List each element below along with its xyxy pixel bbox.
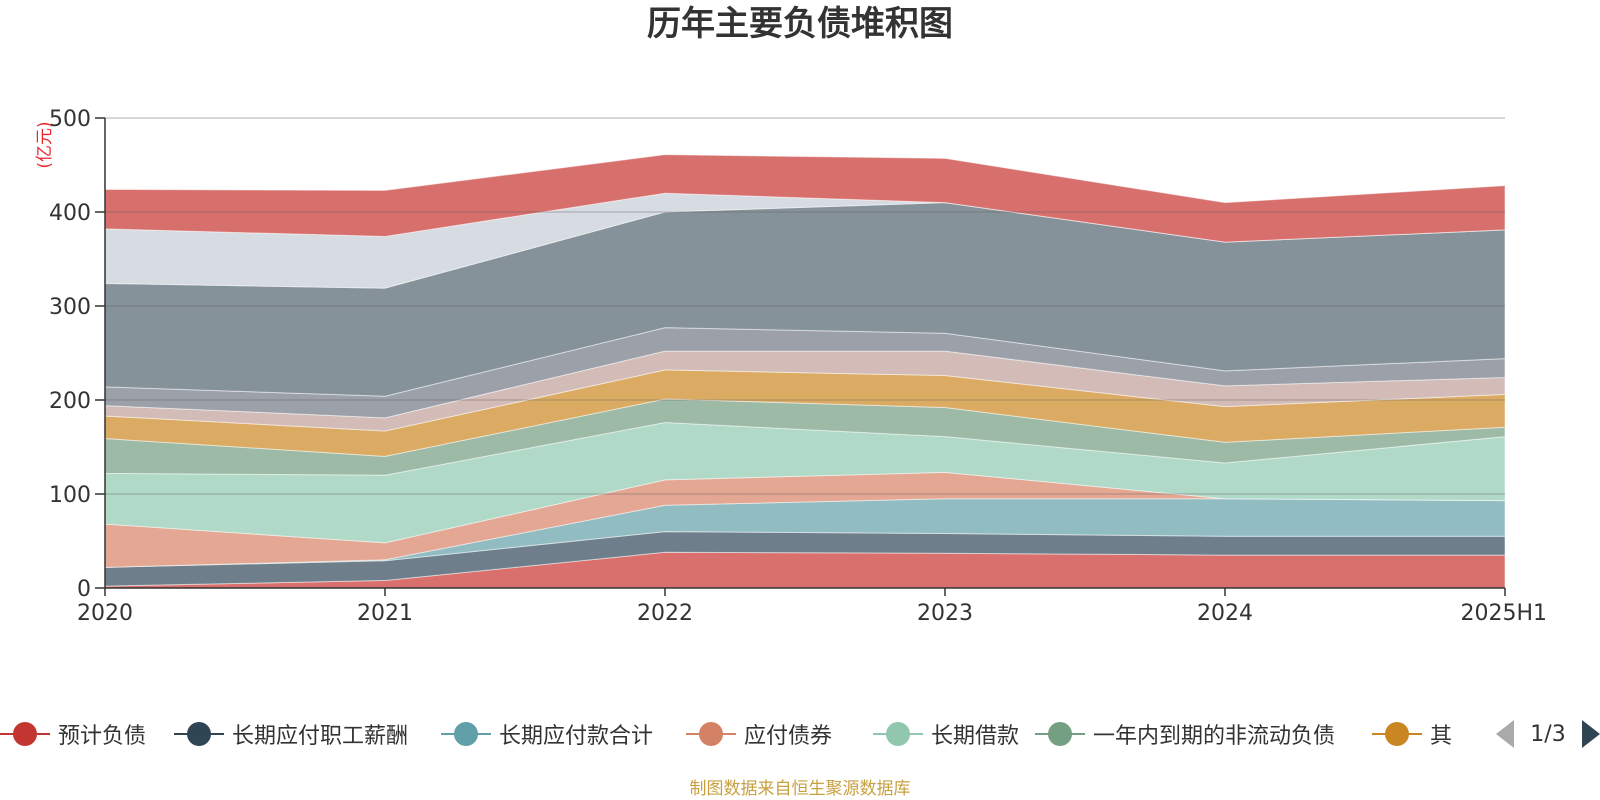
legend-label: 长期借款	[931, 724, 1020, 749]
x-tick-label: 2025H1	[1460, 601, 1547, 626]
legend: 预计负债 长期应付职工薪酬 长期应付款合计 应付债券 长期借款 一年内到期的非流动负债其 …	[0, 712, 1600, 756]
legend-item[interactable]: 长期应付款合计	[441, 712, 653, 756]
legend-next-page-icon[interactable]	[1582, 720, 1600, 748]
legend-item[interactable]: 应付债券	[686, 712, 832, 756]
y-tick-label: 200	[49, 389, 91, 414]
data-source-note: 制图数据来自恒生聚源数据库	[689, 779, 911, 799]
legend-marker-icon	[873, 722, 923, 746]
legend-marker-icon	[174, 722, 224, 746]
legend-pager: 1/3	[1496, 712, 1600, 756]
legend-label: 预计负债	[58, 724, 147, 749]
legend-marker-icon	[0, 722, 50, 746]
area-series-12[interactable]	[104, 154, 1506, 243]
legend-item[interactable]: 长期借款	[873, 712, 1019, 756]
chart-title: 历年主要负债堆积图	[647, 4, 953, 44]
x-tick-label: 2022	[637, 601, 693, 626]
legend-item[interactable]: 长期应付职工薪酬	[174, 712, 408, 756]
legend-marker-icon	[1372, 722, 1422, 746]
legend-item[interactable]: 其	[1372, 712, 1452, 756]
legend-prev-page-icon[interactable]	[1496, 720, 1514, 748]
y-axis-unit-label: (亿元)	[35, 121, 55, 168]
legend-page-indicator: 1/3	[1530, 721, 1566, 747]
x-tick-label: 2024	[1197, 601, 1253, 626]
legend-label: 其	[1430, 724, 1453, 749]
x-tick-label: 2020	[77, 601, 133, 626]
y-tick-label: 300	[49, 295, 91, 320]
legend-marker-icon	[441, 722, 491, 746]
legend-label: 一年内到期的非流动负债	[1093, 724, 1336, 749]
legend-item[interactable]: 一年内到期的非流动负债	[1035, 712, 1335, 756]
legend-label: 长期应付款合计	[499, 724, 654, 749]
y-tick-label: 500	[49, 107, 91, 132]
legend-label: 应付债券	[744, 724, 833, 749]
axes: 0 100 200 300 400 500 2020 2021 2022 2023 2024 2025…	[49, 107, 1547, 626]
legend-label: 长期应付职工薪酬	[232, 724, 409, 749]
y-tick-label: 400	[49, 201, 91, 226]
y-tick-label: 100	[49, 483, 91, 508]
x-tick-label: 2023	[917, 601, 973, 626]
legend-item[interactable]: 预计负债	[0, 712, 146, 756]
legend-marker-icon	[1035, 722, 1085, 746]
x-tick-label: 2021	[357, 601, 413, 626]
grid-lines	[105, 117, 1505, 495]
legend-marker-icon	[686, 722, 736, 746]
area-series-group	[104, 154, 1506, 589]
y-tick-label: 0	[77, 577, 91, 602]
